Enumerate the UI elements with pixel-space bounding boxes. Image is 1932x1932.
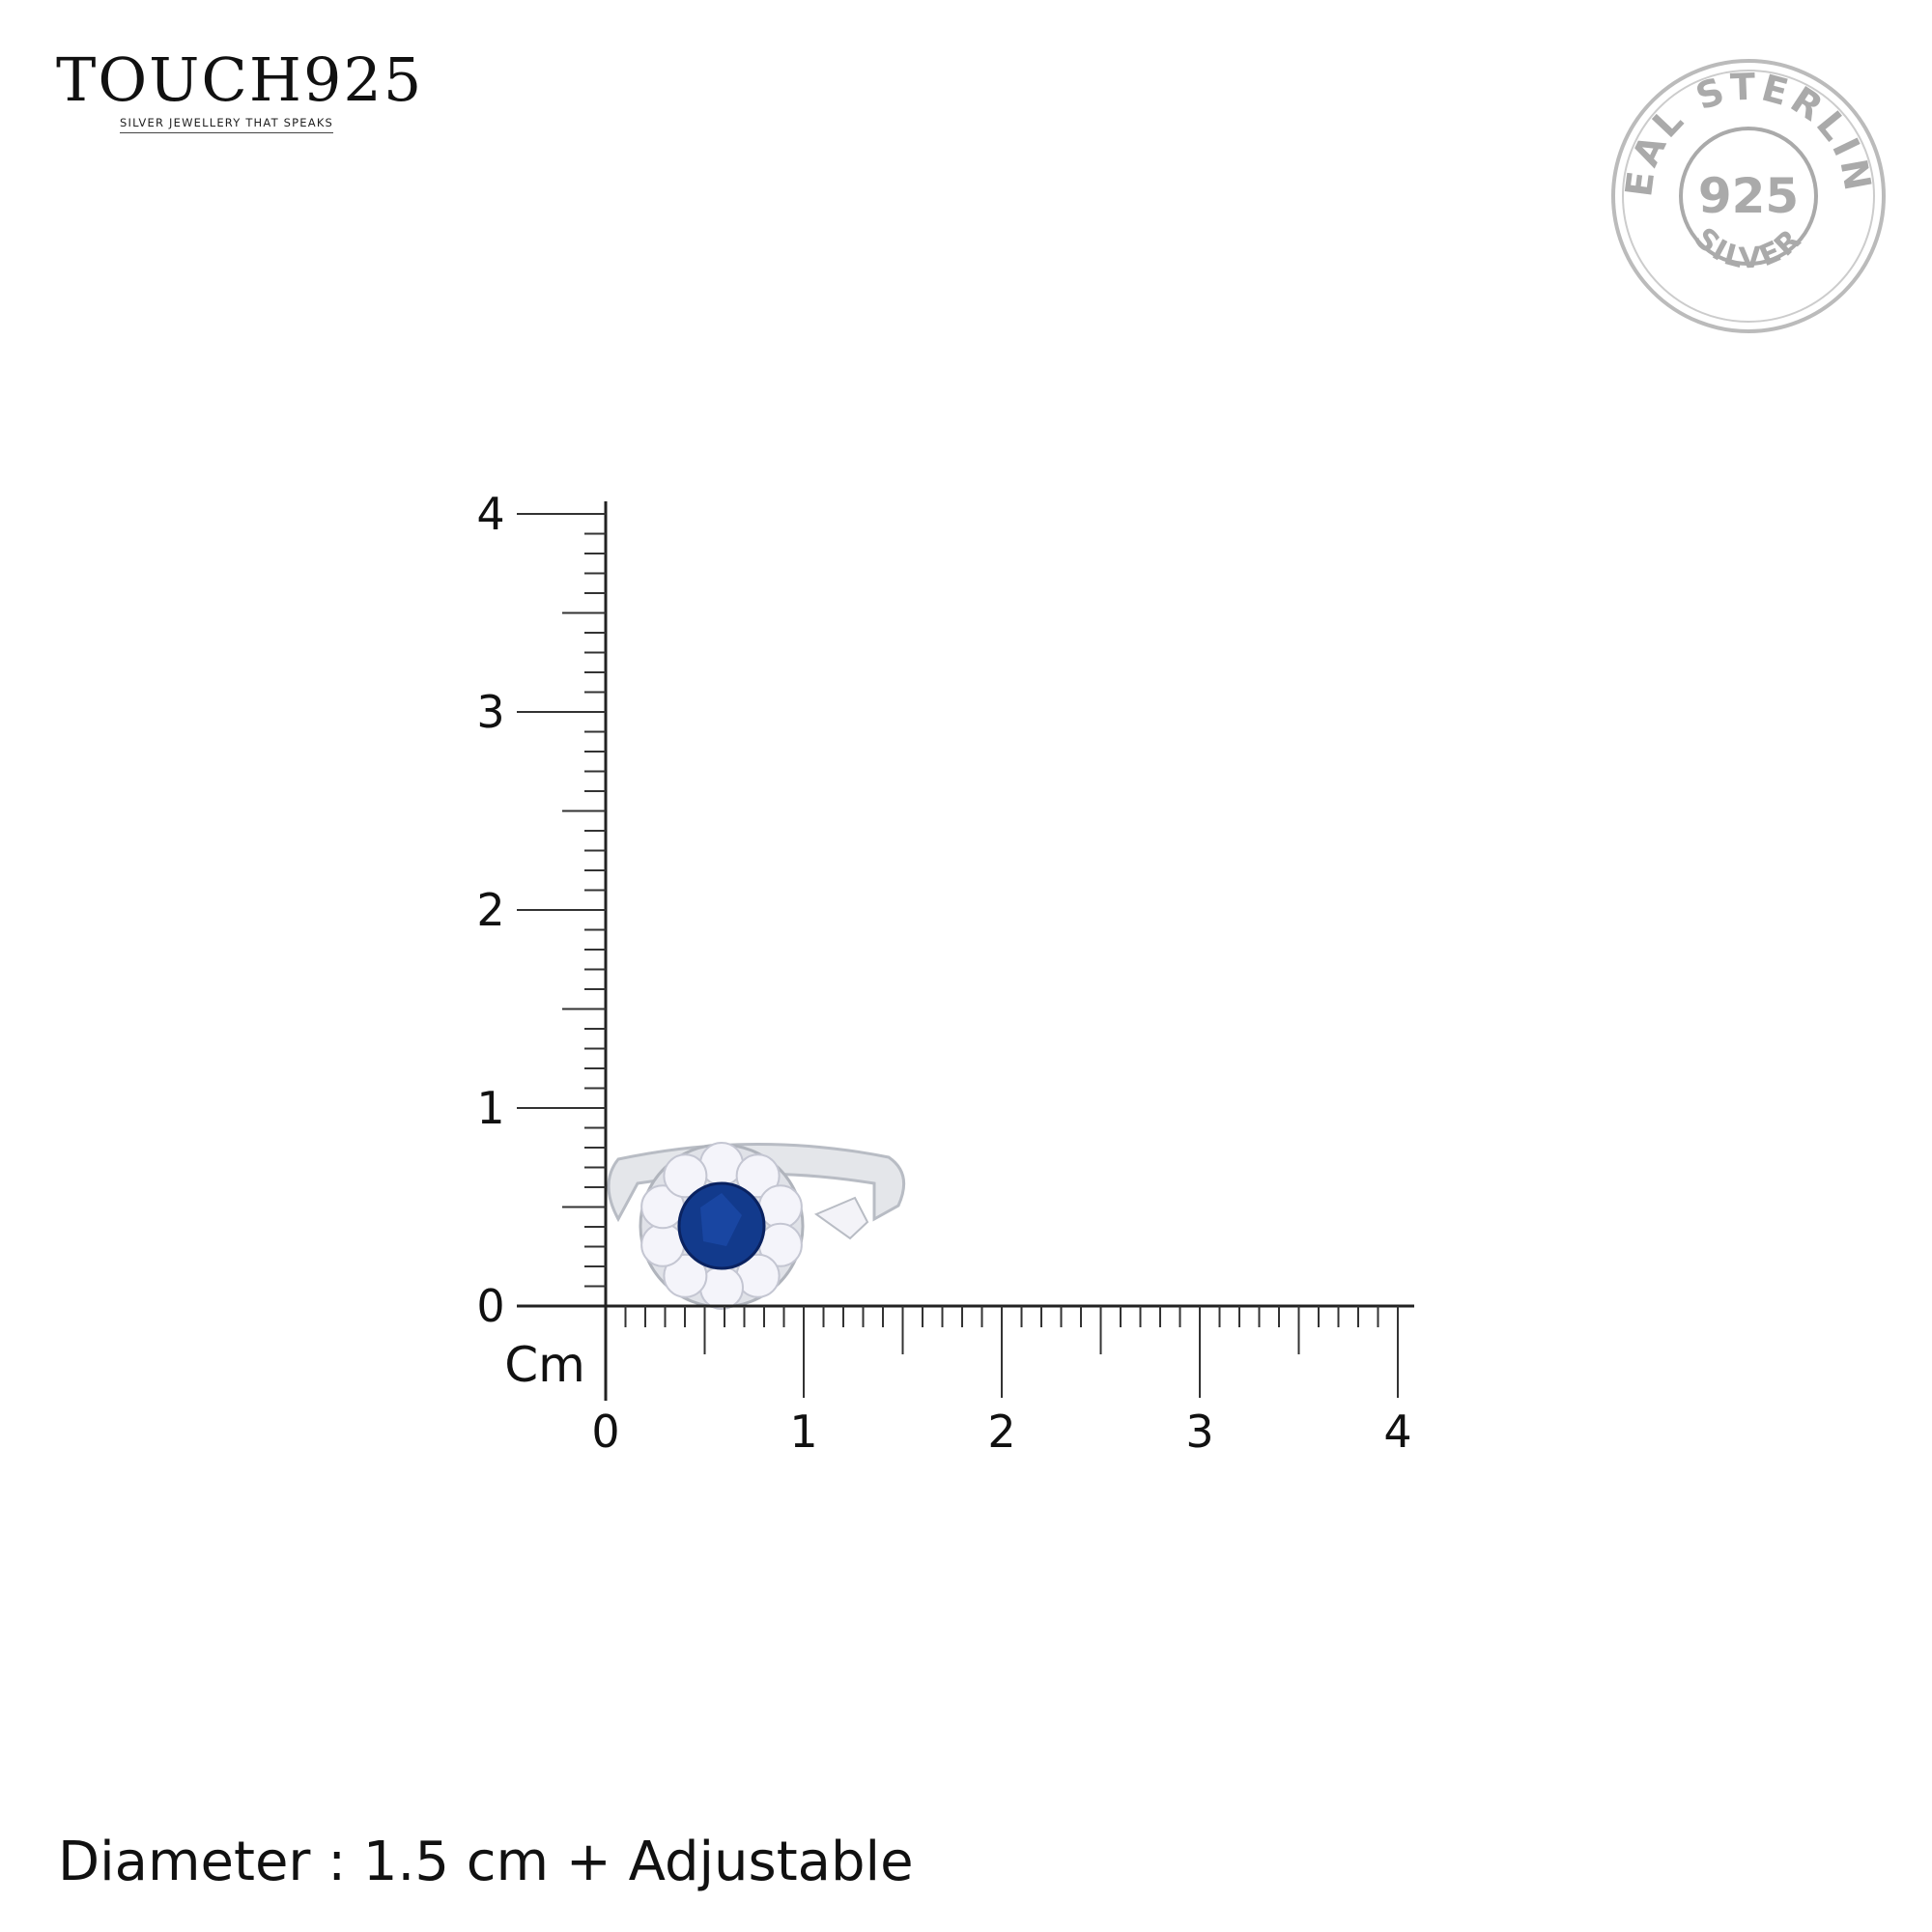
halo-stone (640, 1222, 686, 1267)
ring-product-image (607, 1142, 906, 1310)
halo-stone (663, 1253, 708, 1298)
y-tick-label: 3 (476, 686, 504, 738)
y-tick-label: 2 (476, 884, 504, 936)
x-tick-label: 1 (789, 1406, 817, 1458)
sterling-silver-stamp: REAL STERLING 925 SILVER (1608, 56, 1886, 333)
brand-tagline: SILVER JEWELLERY THAT SPEAKS (120, 116, 334, 133)
y-tick-label: 1 (476, 1082, 504, 1134)
x-tick-label: 4 (1383, 1406, 1411, 1458)
y-tick-label: 4 (476, 488, 504, 540)
diameter-caption: Diameter : 1.5 cm + Adjustable (58, 1831, 914, 1893)
side-stone (813, 1196, 869, 1240)
x-tick-label: 3 (1185, 1406, 1213, 1458)
y-tick-label: 0 (476, 1280, 504, 1332)
halo-stone (663, 1153, 708, 1199)
x-tick-label: 2 (987, 1406, 1015, 1458)
brand-logo: TOUCH925 SILVER JEWELLERY THAT SPEAKS (56, 50, 423, 133)
stamp-center-text: 925 (1698, 168, 1799, 224)
x-tick-label: 0 (591, 1406, 619, 1458)
halo-stone (735, 1153, 781, 1199)
halo-stone (757, 1184, 803, 1230)
unit-label: Cm (504, 1337, 585, 1393)
brand-name: TOUCH925 (56, 44, 424, 115)
